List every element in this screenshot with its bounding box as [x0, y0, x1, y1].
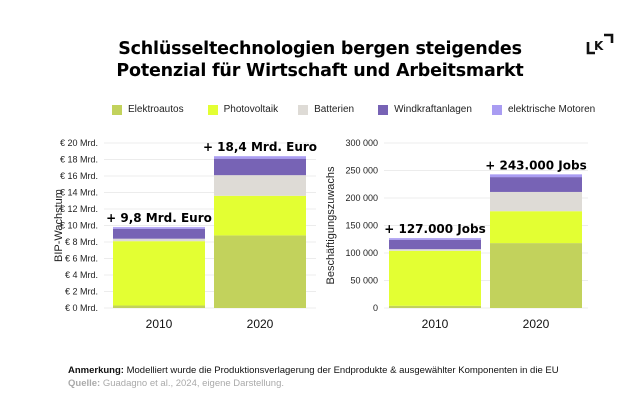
- source-text: Guadagno et al., 2024, eigene Darstellun…: [102, 378, 285, 389]
- y-tick-label: € 8 Mrd.: [65, 237, 98, 247]
- legend-swatch: [207, 104, 218, 115]
- legend-item-elektrische-motoren: elektrische Motoren: [491, 104, 596, 115]
- y-tick-label: 100 000: [345, 248, 378, 258]
- y-tick-label: 200 000: [345, 193, 378, 203]
- bar-segment-elektrische-motoren: [113, 227, 205, 229]
- y-tick-label: € 0 Mrd.: [65, 303, 98, 313]
- legend-swatch: [491, 104, 502, 115]
- bar-segment-batterien: [389, 249, 481, 251]
- bar-segment-batterien: [490, 191, 582, 212]
- total-data-label: + 18,4 Mrd. Euro: [203, 140, 317, 154]
- y-tick-label: € 12 Mrd.: [60, 204, 98, 214]
- x-tick-label: 2020: [247, 317, 274, 331]
- bar-segment-elektroautos: [490, 243, 582, 308]
- chart-bip-wachstum: € 0 Mrd. € 2 Mrd. € 4 Mrd. € 6 Mrd. € 8 Mrd.…: [53, 138, 317, 331]
- bar-segment-photovoltaik: [389, 250, 481, 306]
- bar-segment-photovoltaik: [214, 195, 306, 236]
- source-label: Quelle:: [68, 378, 101, 389]
- y-axis-label: Beschäftigungszuwachs: [325, 166, 337, 285]
- y-tick-label: € 14 Mrd.: [60, 188, 98, 198]
- note-label: Anmerkung:: [68, 365, 124, 376]
- bar-segment-windkraftanlagen: [490, 177, 582, 192]
- bar-segment-windkraftanlagen: [389, 239, 481, 250]
- svg-text:K: K: [594, 39, 604, 53]
- bar-segment-windkraftanlagen: [214, 158, 306, 176]
- chart-title: Schlüsseltechnologien bergen steigendes …: [80, 38, 560, 82]
- legend-item-batterien: Batterien: [298, 104, 354, 115]
- legend-item-windkraftanlagen: Windkraftanlagen: [378, 104, 472, 115]
- legend-item-photovoltaik: Photovoltaik: [207, 104, 279, 115]
- bar-segment-photovoltaik: [490, 211, 582, 244]
- legend: Elektroautos Photovoltaik Batterien Wind…: [112, 104, 615, 115]
- bar-segment-elektroautos: [389, 305, 481, 308]
- title-line-2: Potenzial für Wirtschaft und Arbeitsmark…: [116, 61, 524, 81]
- bar-segment-elektroautos: [214, 235, 306, 308]
- y-tick-label: 50 000: [350, 276, 378, 286]
- note-text: Modelliert wurde die Produktionsverlager…: [126, 365, 559, 376]
- note-line: Anmerkung: Modelliert wurde die Produkti…: [68, 364, 559, 377]
- y-tick-label: 0: [373, 303, 378, 313]
- bar-segment-photovoltaik: [113, 241, 205, 306]
- legend-label: Photovoltaik: [223, 104, 279, 115]
- legend-swatch: [298, 104, 309, 115]
- y-tick-label: € 18 Mrd.: [60, 155, 98, 165]
- footnote: Anmerkung: Modelliert wurde die Produkti…: [68, 364, 559, 390]
- legend-label: elektrische Motoren: [507, 104, 596, 115]
- bar-segment-elektrische-motoren: [214, 156, 306, 159]
- y-tick-label: € 2 Mrd.: [65, 287, 98, 297]
- y-tick-label: € 6 Mrd.: [65, 254, 98, 264]
- y-tick-label: 150 000: [345, 221, 378, 231]
- bar-segment-elektrische-motoren: [490, 174, 582, 178]
- total-data-label: + 127.000 Jobs: [384, 222, 486, 236]
- total-data-label: + 243.000 Jobs: [485, 158, 587, 172]
- logo-icon: K: [586, 33, 614, 55]
- y-tick-label: € 10 Mrd.: [60, 221, 98, 231]
- bar-segment-elektroautos: [113, 305, 205, 308]
- bar-segment-batterien: [214, 175, 306, 196]
- source-line: Quelle: Guadagno et al., 2024, eigene Da…: [68, 377, 559, 390]
- legend-swatch: [378, 104, 389, 115]
- y-tick-label: 250 000: [345, 166, 378, 176]
- x-tick-label: 2010: [422, 317, 449, 331]
- chart-beschaeftigung: 0 50 000 100 000 150 000 200 000 250 000 300 0…: [325, 138, 588, 331]
- y-tick-label: € 20 Mrd.: [60, 138, 98, 148]
- x-tick-label: 2010: [146, 317, 173, 331]
- legend-label: Elektroautos: [128, 104, 184, 115]
- x-tick-label: 2020: [523, 317, 550, 331]
- legend-label: Windkraftanlagen: [394, 104, 472, 115]
- bar-segment-elektrische-motoren: [389, 238, 481, 240]
- total-data-label: + 9,8 Mrd. Euro: [106, 211, 212, 225]
- legend-item-elektroautos: Elektroautos: [112, 104, 184, 115]
- bar-segment-batterien: [113, 238, 205, 242]
- bar-segment-windkraftanlagen: [113, 228, 205, 239]
- y-tick-label: € 16 Mrd.: [60, 171, 98, 181]
- y-tick-label: € 4 Mrd.: [65, 270, 98, 280]
- title-line-1: Schlüsseltechnologien bergen steigendes: [118, 39, 522, 59]
- y-axis-label: BIP-Wachstum: [53, 189, 65, 262]
- legend-swatch: [112, 104, 122, 115]
- legend-label: Batterien: [314, 104, 355, 115]
- y-tick-label: 300 000: [345, 138, 378, 148]
